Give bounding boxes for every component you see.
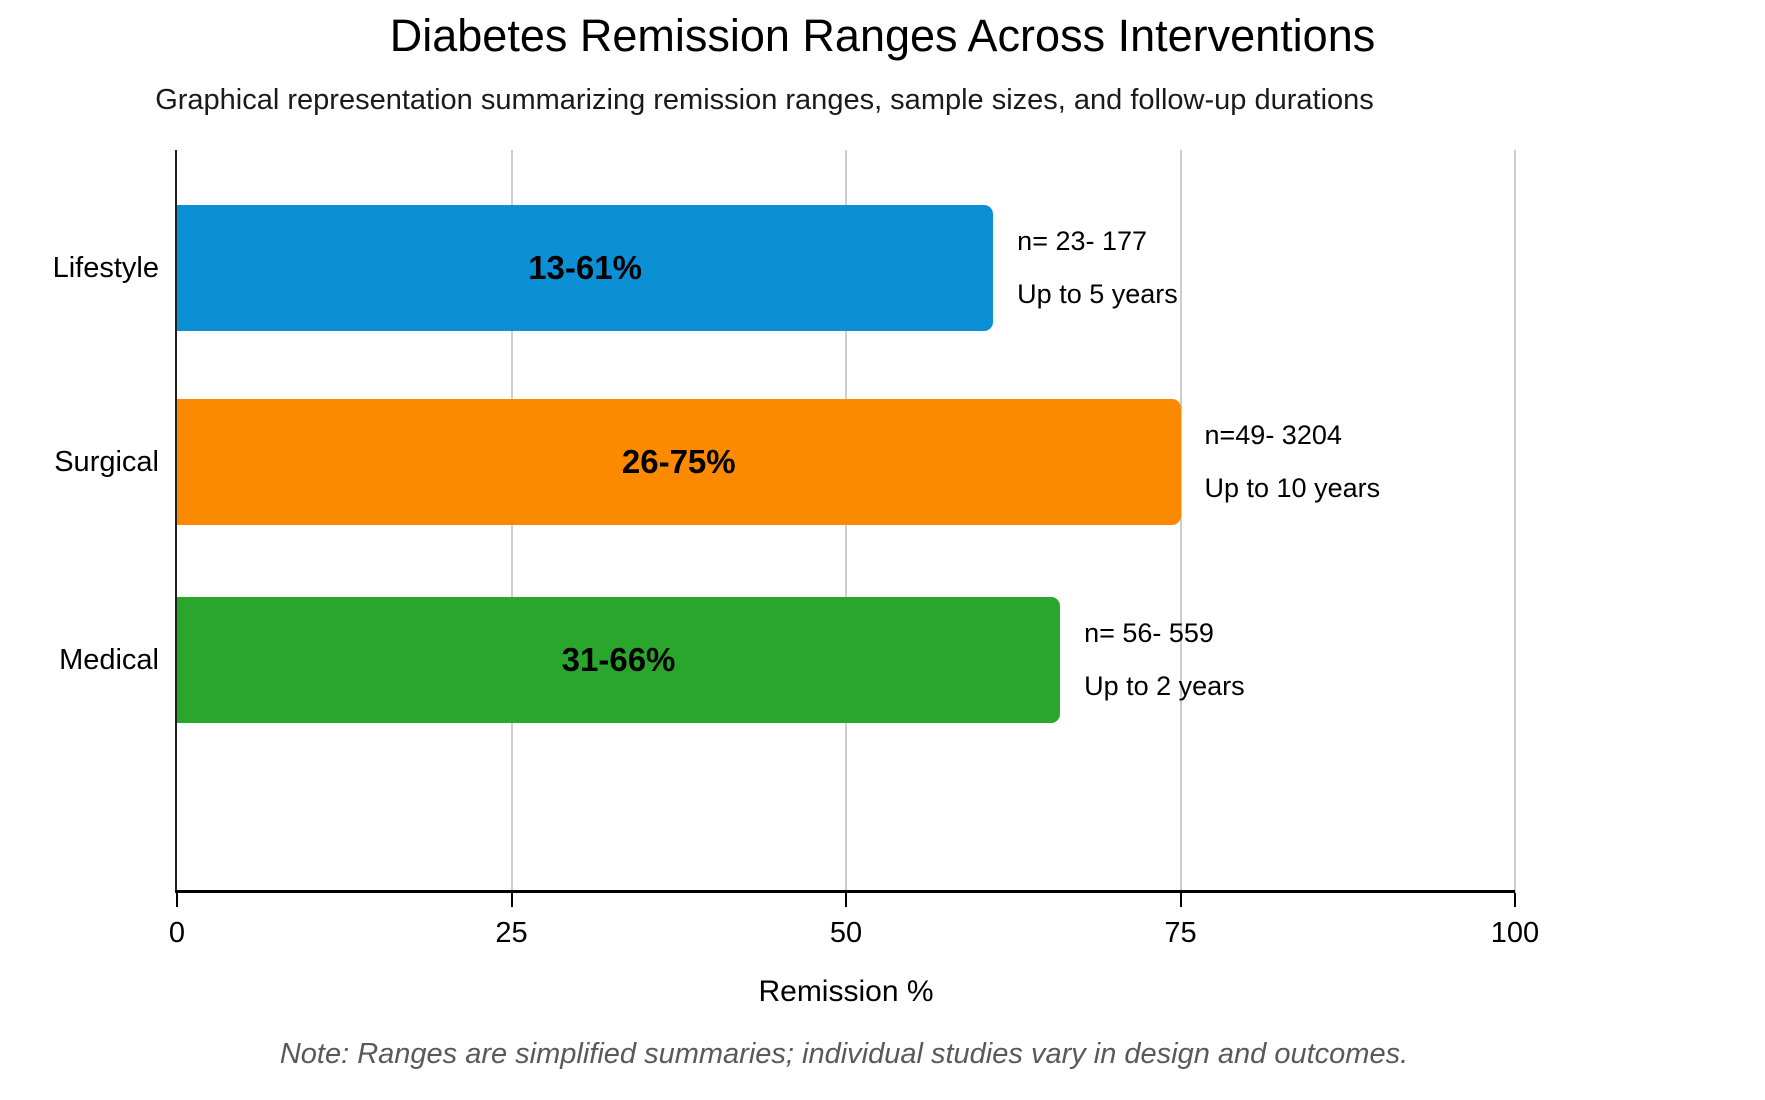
x-axis-tick-0 (176, 893, 178, 907)
gridline-100 (1514, 150, 1516, 893)
footnote: Note: Ranges are simplified summaries; i… (279, 1038, 1409, 1070)
annotation-lifestyle: n= 23- 177 Up to 5 years (1017, 215, 1178, 321)
bar-lifestyle: 13-61% (177, 205, 994, 331)
x-axis-tick-75 (1179, 893, 1182, 907)
followup-label-medical: Up to 2 years (1084, 671, 1245, 701)
x-axis-line (175, 890, 1515, 893)
bar-row-surgical: Surgical 26-75% n=49- 3204 Up to 10 year… (54, 399, 1515, 525)
category-label-medical: Medical (59, 643, 159, 676)
range-label-lifestyle: 13-61% (528, 249, 642, 286)
x-axis-tick-label-50: 50 (829, 917, 863, 949)
sample-size-label-lifestyle: n= 23- 177 (1017, 226, 1148, 256)
annotation-surgical: n=49- 3204 Up to 10 years (1205, 409, 1381, 515)
followup-label-surgical: Up to 10 years (1204, 473, 1381, 503)
x-axis-tick-100 (1514, 893, 1516, 907)
x-axis-tick-label-75: 75 (1164, 917, 1197, 949)
x-axis-tick-50 (845, 893, 847, 907)
x-axis-tick-label-0: 0 (168, 917, 186, 949)
x-axis-tick-label-25: 25 (495, 917, 528, 949)
chart-subtitle: Graphical representation summarizing rem… (155, 84, 1374, 116)
range-label-medical: 31-66% (561, 641, 676, 678)
bar-surgical: 26-75% (177, 399, 1181, 525)
bar-row-medical: Medical 31-66% n= 56- 559 Up to 2 years (59, 597, 1515, 723)
x-axis-tick-25 (510, 893, 513, 907)
annotation-medical: n= 56- 559 Up to 2 years (1084, 607, 1245, 713)
plot-area: Lifestyle 13-61% n= 23- 177 Up to 5 year… (53, 150, 1539, 1008)
gridline-75 (1179, 150, 1182, 893)
x-axis-tick-label-100: 100 (1490, 917, 1540, 949)
sample-size-label-surgical: n=49- 3204 (1204, 420, 1342, 450)
bar-medical: 31-66% (177, 597, 1061, 723)
x-axis-title: Remission % (758, 975, 934, 1008)
category-label-lifestyle: Lifestyle (52, 251, 159, 284)
chart-title: Diabetes Remission Ranges Across Interve… (389, 10, 1376, 61)
bar-row-lifestyle: Lifestyle 13-61% n= 23- 177 Up to 5 year… (53, 205, 1515, 331)
followup-label-lifestyle: Up to 5 years (1017, 279, 1178, 309)
range-label-surgical: 26-75% (621, 443, 736, 480)
category-label-surgical: Surgical (54, 445, 159, 478)
sample-size-label-medical: n= 56- 559 (1084, 618, 1214, 648)
